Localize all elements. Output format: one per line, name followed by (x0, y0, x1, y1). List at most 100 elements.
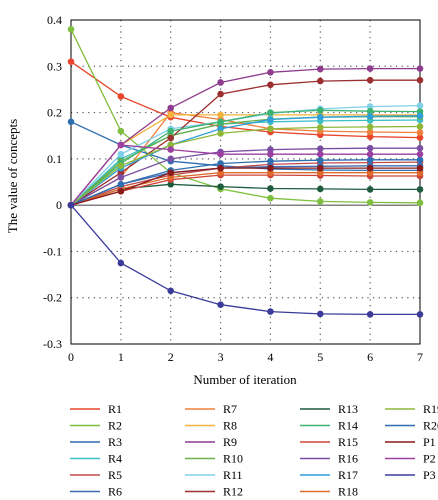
data-point-r8 (167, 111, 175, 119)
series-line-r17 (70, 115, 421, 206)
data-point-p3 (117, 259, 125, 267)
x-tick-label: 7 (417, 350, 423, 364)
data-point-p1 (217, 164, 224, 172)
data-point-r9 (267, 69, 274, 76)
data-point-r17 (217, 125, 224, 133)
data-point-r17 (316, 113, 324, 121)
series-line-r4 (70, 119, 421, 206)
legend-label-r7: R7 (223, 402, 237, 416)
data-point-p1 (117, 187, 125, 195)
data-point-r18 (366, 169, 374, 177)
data-point-r17 (416, 112, 424, 120)
series-line-r20 (70, 159, 420, 206)
data-point-p2 (316, 150, 324, 158)
data-point-r19 (366, 123, 374, 131)
data-point-r13 (366, 186, 374, 193)
data-point-p3 (416, 311, 424, 318)
data-point-r19 (416, 123, 424, 130)
data-point-r18 (217, 169, 224, 177)
data-point-p3 (67, 201, 75, 209)
data-point-r16 (366, 144, 374, 152)
data-point-r1 (117, 93, 125, 100)
legend-label-r19: R19 (423, 402, 438, 416)
data-point-p1 (366, 164, 374, 172)
y-tick-label: 0.1 (47, 152, 62, 166)
data-point-p3 (167, 287, 175, 295)
data-point-p2 (217, 150, 224, 158)
data-point-r14 (217, 118, 224, 126)
series-line-r15 (70, 174, 420, 206)
legend-label-r20: R20 (423, 419, 438, 433)
data-point-r9 (217, 79, 224, 86)
legend-label-r2: R2 (108, 419, 122, 433)
data-point-r11 (416, 102, 424, 109)
data-point-p1 (416, 164, 424, 172)
data-point-r12 (316, 77, 324, 85)
data-point-r12 (416, 76, 424, 84)
data-point-r18 (167, 174, 175, 181)
data-point-r8 (217, 111, 224, 119)
data-point-r9 (316, 65, 324, 73)
data-point-r14 (267, 109, 274, 116)
legend-label-p2: P2 (423, 452, 436, 466)
data-point-p3 (267, 308, 274, 315)
data-point-r12 (167, 134, 175, 142)
data-point-r2 (416, 199, 424, 207)
data-point-r3 (67, 118, 75, 126)
data-point-r16 (117, 174, 125, 181)
y-tick-label: 0.3 (47, 59, 62, 73)
data-point-r7 (416, 129, 424, 136)
y-tick-label: -0.3 (43, 337, 62, 351)
data-point-r20 (117, 181, 125, 188)
data-point-r11 (117, 150, 125, 158)
data-point-p1 (316, 164, 324, 172)
legend-label-r10: R10 (223, 452, 243, 466)
data-point-r11 (366, 103, 374, 110)
series-line-p1 (70, 167, 420, 206)
series-line-r9 (70, 67, 420, 206)
data-point-r13 (217, 183, 224, 190)
data-point-r2 (366, 199, 374, 206)
data-point-r20 (267, 157, 274, 165)
y-axis-label: The value of concepts (5, 119, 20, 233)
y-tick-label: 0.4 (47, 13, 62, 27)
data-point-p3 (316, 310, 324, 318)
data-point-p2 (267, 150, 274, 158)
legend-label-r12: R12 (223, 485, 243, 499)
y-tick-label: 0 (56, 198, 62, 212)
data-point-r2 (67, 25, 75, 33)
x-tick-label: 1 (118, 350, 124, 364)
plot-frame (70, 19, 421, 345)
data-point-r20 (316, 156, 324, 164)
data-point-r20 (366, 156, 374, 164)
data-point-p2 (167, 146, 175, 153)
x-tick-label: 0 (68, 350, 74, 364)
axes (70, 19, 421, 345)
legend-label-r6: R6 (108, 485, 122, 499)
x-tick-label: 4 (267, 350, 273, 364)
series-line-r16 (70, 147, 420, 206)
legend-label-r1: R1 (108, 402, 122, 416)
data-point-p3 (366, 311, 374, 318)
data-point-r9 (366, 65, 374, 72)
series-line-r1 (70, 61, 421, 139)
legend-label-r16: R16 (338, 452, 358, 466)
series-line-r18 (70, 172, 420, 206)
data-point-r19 (217, 130, 224, 137)
data-point-r1 (366, 133, 374, 140)
series-line-p3 (70, 204, 420, 316)
series-points (67, 25, 424, 318)
data-point-r2 (316, 198, 324, 205)
data-point-p2 (416, 150, 424, 158)
data-point-r17 (366, 112, 374, 120)
data-point-p3 (217, 301, 224, 308)
y-tick-label: 0.2 (47, 106, 62, 120)
legend-label-r3: R3 (108, 435, 122, 449)
series-line-r12 (70, 79, 420, 206)
data-point-r16 (416, 144, 424, 152)
legend-label-r11: R11 (223, 468, 243, 482)
data-point-r20 (416, 156, 424, 164)
data-point-p1 (267, 164, 274, 172)
data-point-r13 (316, 185, 324, 193)
